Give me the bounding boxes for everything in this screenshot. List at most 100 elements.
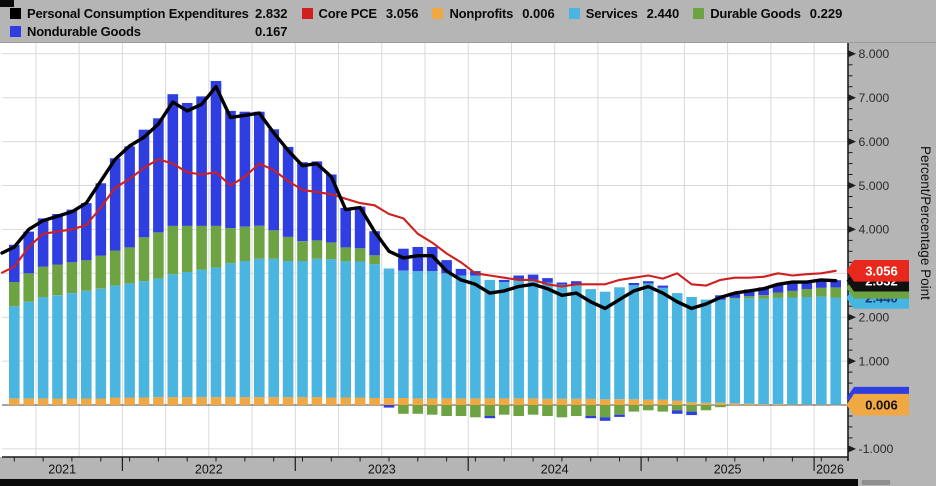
bar-segment-durable_goods [657, 405, 669, 412]
bar-segment-durable_goods [340, 247, 351, 262]
y-tick-label: 4.000 [859, 223, 890, 237]
bar-segment-nonprofits [772, 404, 784, 405]
bar-segment-durable_goods [354, 248, 366, 262]
bar-segment-services [599, 291, 611, 400]
bar-segment-services [268, 258, 279, 398]
bar-segment-services [426, 271, 438, 399]
bar-segment-nonprofits [181, 397, 193, 405]
bar-segment-nondurable_goods [628, 283, 640, 286]
bar-segment-nondurable_goods [340, 207, 351, 248]
bar-segment-services [700, 299, 712, 403]
bar-segment-nondurable_goods [254, 111, 265, 226]
bar-segment-services [9, 306, 20, 399]
bar-segment-services [671, 293, 683, 401]
chart-legend: Personal Consumption Expenditures 2.832 Co… [0, 0, 936, 43]
bar-segment-durable_goods [254, 225, 265, 259]
bar-segment-durable_goods [282, 236, 294, 261]
bar-segment-services [542, 282, 553, 399]
bar-segment-nondurable_goods [556, 282, 568, 285]
legend-item-personal-consumption-expenditures[interactable]: Personal Consumption Expenditures 2.832 [10, 6, 288, 21]
legend-item-services[interactable]: Services 2.440 [568, 6, 679, 21]
legend-label: Nonprofits [449, 6, 514, 21]
bar-segment-durable_goods [628, 405, 640, 412]
legend-label: Personal Consumption Expenditures [27, 6, 249, 21]
legend-rows: Personal Consumption Expenditures 2.832 Co… [10, 6, 856, 42]
legend-swatch-nondurable-goods [10, 26, 21, 37]
bar-segment-nondurable_goods [816, 279, 827, 288]
bar-segment-nondurable_goods [412, 247, 424, 272]
bar-segment-nondurable_goods [513, 275, 524, 280]
bar-segment-nondurable_goods [66, 209, 78, 263]
y-tick-label: 7.000 [859, 91, 890, 105]
bar-segment-services [484, 279, 496, 399]
legend-label: Nondurable Goods [27, 24, 141, 39]
bar-segment-durable_goods [225, 228, 236, 264]
bar-segment-nondurable_goods [585, 416, 596, 419]
y-axis-title: Percent/Percentage Point [918, 146, 933, 300]
bar-segment-services [23, 301, 34, 399]
y-major-tick [848, 50, 856, 58]
bar-segment-durable_goods [470, 405, 481, 418]
bar-segment-nonprofits [23, 398, 34, 405]
bar-segment-nonprofits [326, 397, 337, 405]
bar-segment-durable_goods [95, 255, 107, 289]
legend-value: 0.229 [809, 6, 843, 21]
bar-segment-nondurable_goods [181, 103, 193, 226]
bar-segment-nondurable_goods [571, 281, 582, 285]
y-tick-label: 2.000 [859, 311, 890, 325]
bar-segment-services [772, 297, 784, 405]
bar-segment-nonprofits [484, 398, 496, 405]
legend-row: Nondurable Goods 0.167 [10, 24, 856, 39]
legend-item-nondurable-goods[interactable]: Nondurable Goods 0.167 [10, 24, 288, 39]
year-label: 2024 [541, 463, 569, 477]
bar-segment-nondurable_goods [23, 231, 34, 274]
axis-badge-value: 3.056 [865, 263, 898, 278]
bar-segment-nondurable_goods [81, 203, 92, 261]
bar-segment-nondurable_goods [326, 174, 337, 243]
legend-value: 2.832 [255, 6, 288, 21]
bar-segment-durable_goods [599, 405, 611, 418]
bar-segment-durable_goods [153, 232, 164, 279]
legend-item-core-pce[interactable]: Core PCE 3.056 [301, 6, 418, 21]
bar-segment-durable_goods [571, 405, 582, 416]
bar-segment-nonprofits [254, 397, 265, 405]
bar-segment-durable_goods [81, 260, 92, 291]
bar-segment-nonprofits [614, 399, 625, 405]
bar-segment-durable_goods [801, 289, 813, 297]
bar-segment-nondurable_goods [225, 110, 236, 229]
bar-segment-services [686, 297, 697, 403]
y-tick-label: 6.000 [859, 135, 890, 149]
legend-item-durable-goods[interactable]: Durable Goods 0.229 [693, 6, 842, 21]
bar-segment-services [787, 297, 798, 405]
bar-segment-services [196, 269, 207, 398]
bar-segment-durable_goods [484, 405, 496, 416]
bar-segment-nondurable_goods [37, 218, 49, 267]
bar-segment-nondurable_goods [9, 244, 20, 283]
bar-segment-durable_goods [556, 405, 568, 418]
bar-segment-services [369, 264, 380, 398]
bar-segment-nondurable_goods [282, 146, 294, 237]
bar-segment-services [254, 258, 265, 398]
bottom-bar-handle[interactable] [862, 480, 890, 485]
legend-value: 0.167 [255, 24, 288, 39]
bar-segment-nonprofits [109, 397, 121, 405]
bar-segment-durable_goods [181, 225, 193, 272]
bar-segment-nondurable_goods [398, 248, 409, 271]
bar-segment-nondurable_goods [643, 281, 654, 284]
bar-segment-nonprofits [340, 397, 351, 405]
bar-segment-durable_goods [52, 264, 63, 296]
year-label: 2022 [195, 463, 223, 477]
bar-segment-services [628, 285, 640, 400]
bar-segment-services [614, 287, 625, 400]
bar-segment-nonprofits [311, 397, 323, 405]
legend-item-nonprofits[interactable]: Nonprofits 0.006 [432, 6, 555, 21]
y-tick-label: 1.000 [859, 354, 890, 368]
bar-segment-services [801, 297, 813, 405]
bar-segment-services [210, 267, 222, 398]
legend-label: Durable Goods [710, 6, 801, 21]
year-label: 2023 [368, 463, 396, 477]
bar-segment-durable_goods [369, 255, 380, 265]
